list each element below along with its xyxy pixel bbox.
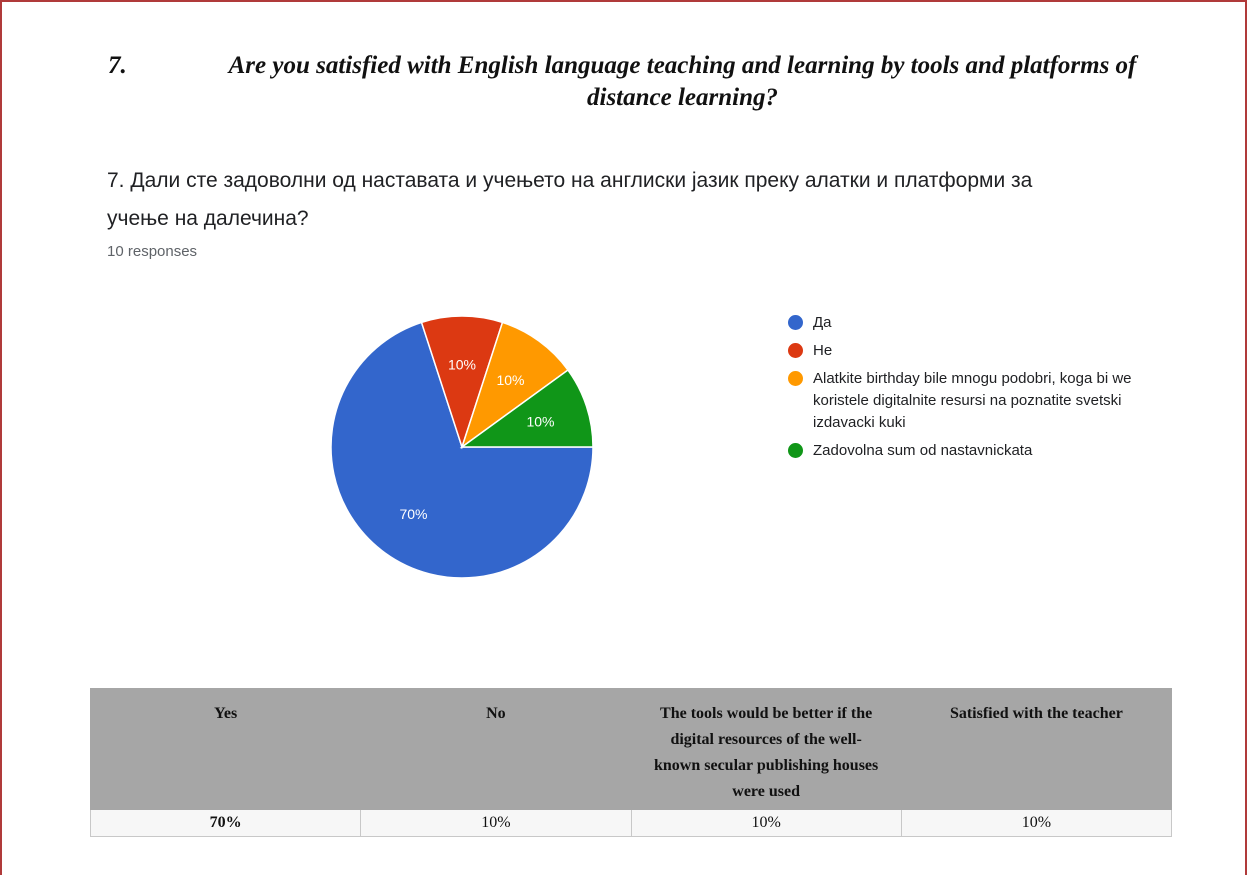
table-cell: 10% (630, 809, 902, 837)
document-heading: 7. Are you satisfied with English langua… (100, 50, 1180, 114)
table-header-cell: Satisfied with the teacher (900, 688, 1173, 810)
table-cell: 10% (360, 809, 632, 837)
legend-item: Zadovolna sum od nastavnickata (788, 440, 1148, 462)
legend-color-dot (788, 343, 803, 358)
pie-slice-label: 10% (496, 372, 524, 388)
table-row: 70% 10% 10% 10% (89, 809, 1173, 837)
legend-label: Да (813, 314, 832, 331)
pie-slice-label: 10% (526, 413, 554, 429)
legend-label: Alatkite birthday bile mnogu podobri, ko… (813, 370, 1132, 431)
chart-legend: Да Не Alatkite birthday bile mnogu podobri… (788, 312, 1148, 468)
results-table: Yes No The tools would be better if the … (89, 688, 1173, 837)
legend-color-dot (788, 315, 803, 330)
legend-item: Alatkite birthday bile mnogu podobri, ko… (788, 368, 1148, 434)
pie-slice-label: 70% (399, 506, 427, 522)
heading-text: Are you satisfied with English language … (228, 52, 1137, 111)
table-header-cell: The tools would be better if the digital… (630, 688, 902, 810)
table-cell: 70% (89, 809, 362, 837)
response-count: 10 responses (107, 243, 198, 260)
table-cell: 10% (900, 809, 1173, 837)
table-header-cell: Yes (89, 688, 362, 810)
pie-slice (459, 368, 594, 448)
legend-item: Не (788, 340, 1148, 362)
legend-color-dot (788, 443, 803, 458)
pie-slice (460, 321, 570, 449)
question-title: 7. Дали сте задоволни од наставата и уче… (107, 169, 1033, 230)
legend-color-dot (788, 371, 803, 386)
pie-slice (420, 315, 504, 450)
legend-label: Не (813, 342, 833, 359)
pie-slice-label: 10% (448, 356, 476, 372)
legend-label: Zadovolna sum od nastavnickata (813, 442, 1033, 459)
heading-number: 7. (108, 52, 127, 79)
table-header-cell: No (360, 688, 632, 810)
legend-item: Да (788, 312, 1148, 334)
pie-slice (330, 321, 594, 579)
table-header-row: Yes No The tools would be better if the … (89, 688, 1173, 810)
